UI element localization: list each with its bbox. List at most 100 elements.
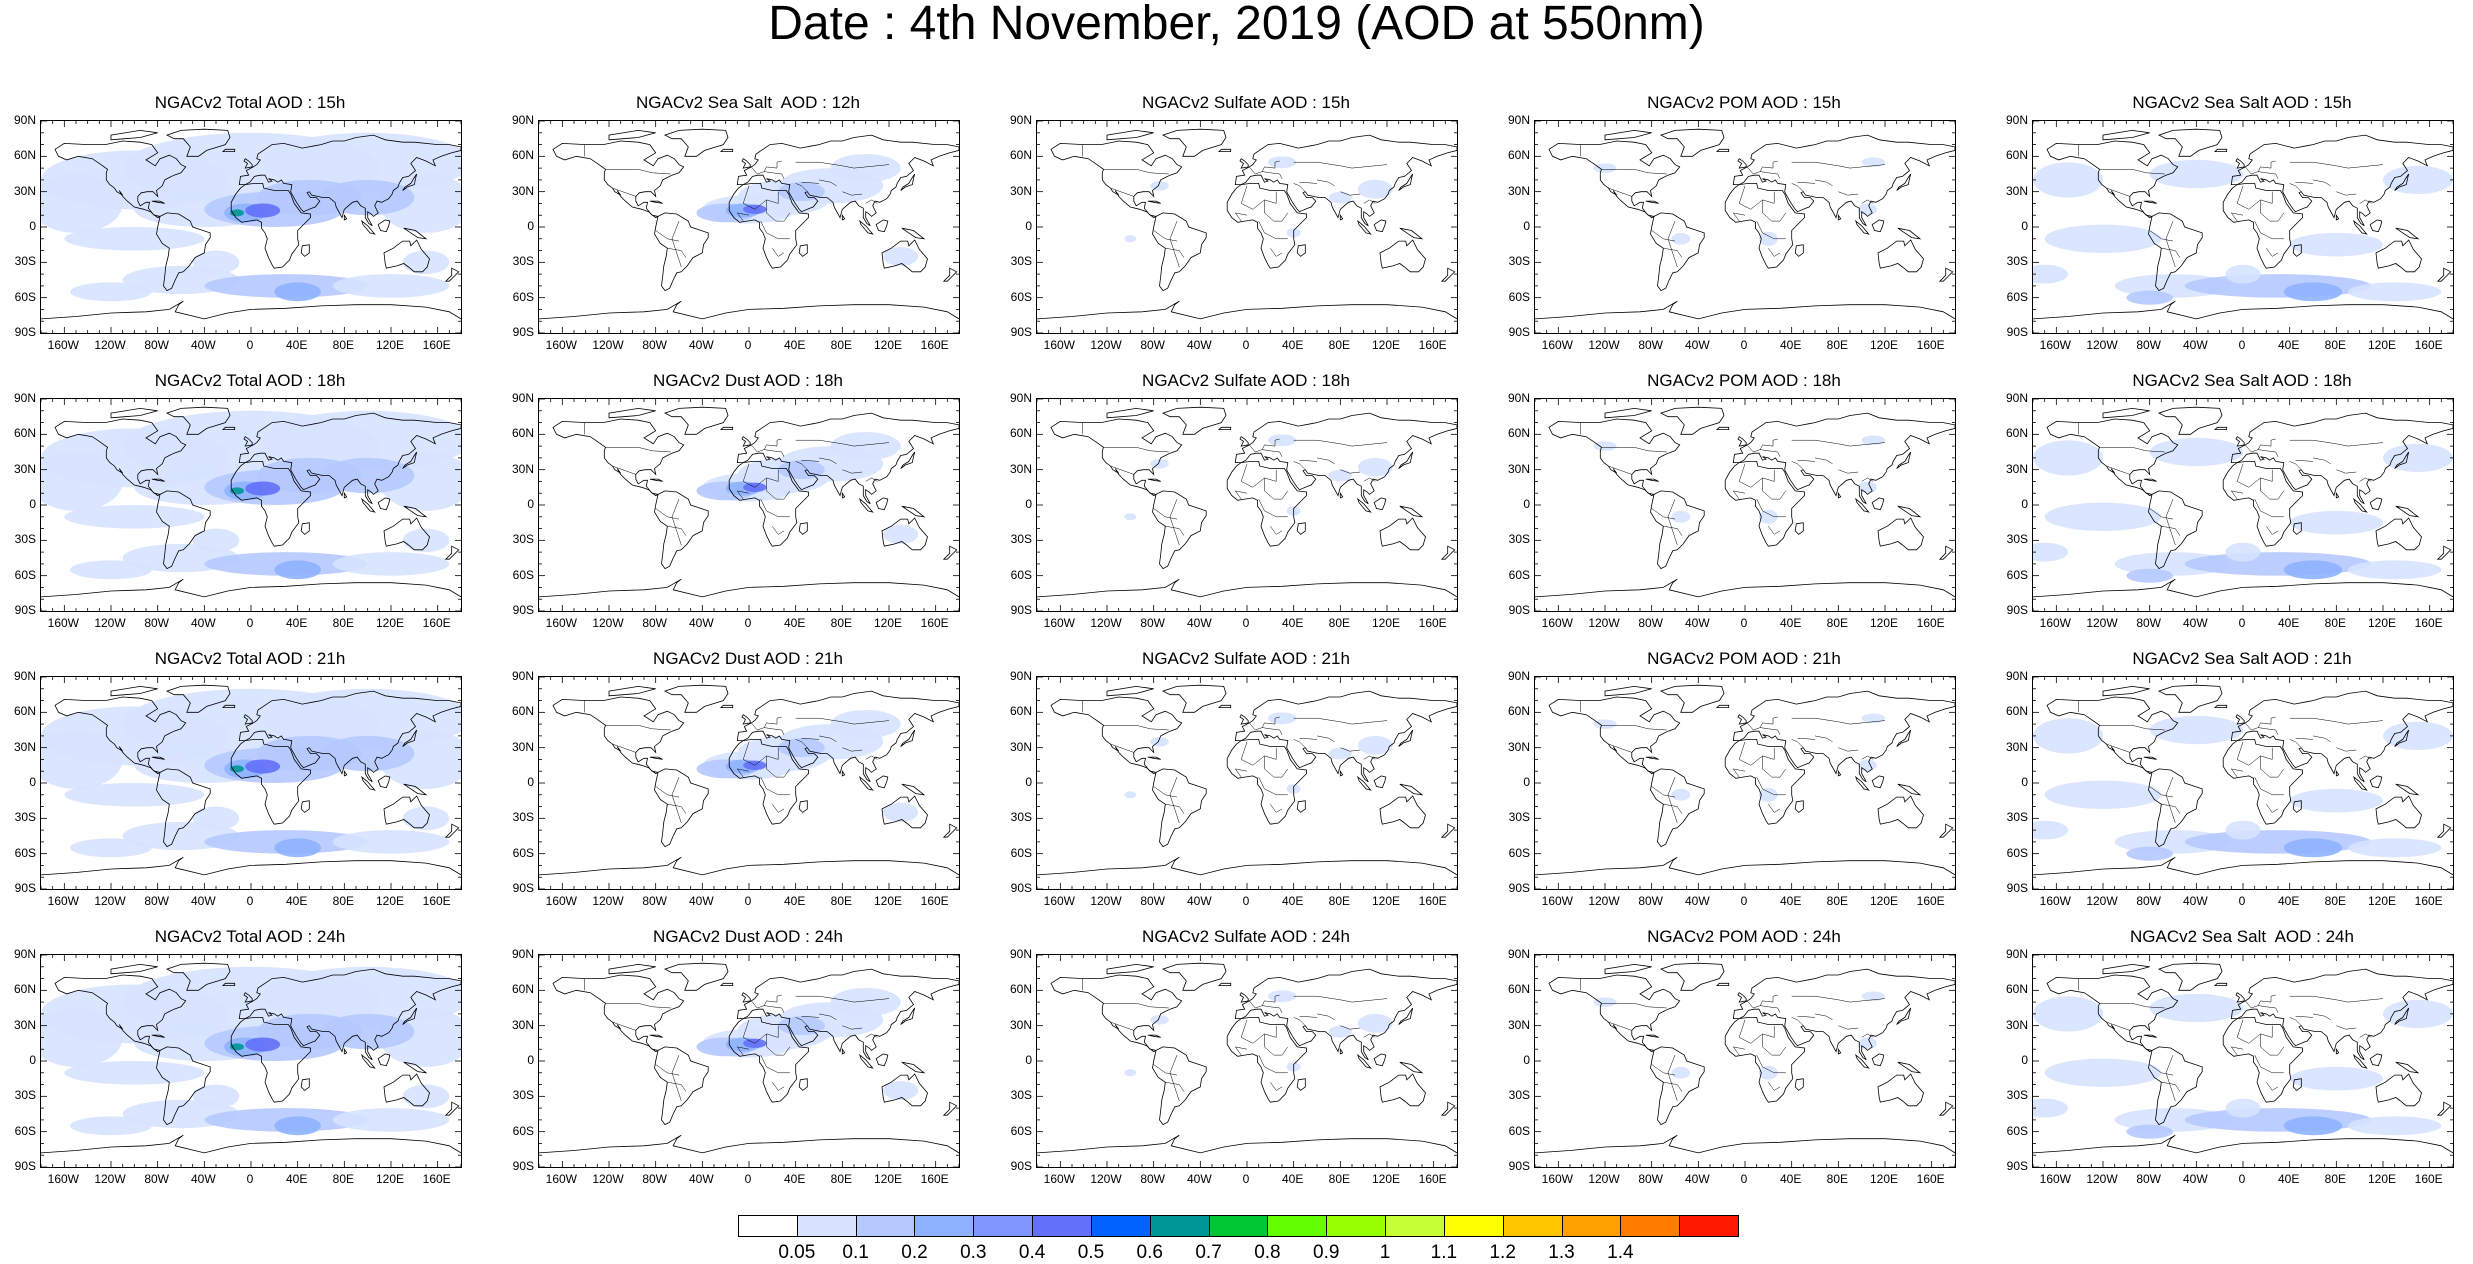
coastline [2046, 140, 2179, 219]
country-border [2099, 169, 2165, 175]
lon-tick-label: 0 [1740, 338, 1748, 352]
coastline [539, 856, 959, 876]
coastline [1837, 213, 1842, 221]
coastline [1535, 856, 1955, 876]
aod-region [1759, 231, 1778, 246]
coastline [1854, 1053, 1870, 1069]
colorbar-cell [1149, 1215, 1210, 1237]
country-border [612, 187, 636, 197]
country-border [1768, 248, 1781, 257]
country-border [605, 447, 671, 453]
coastline [1794, 800, 1804, 813]
panel-title: NGACv2 Total AOD : 21h [154, 649, 346, 668]
aod-region [2126, 1124, 2173, 1139]
country-border [1756, 776, 1786, 796]
lon-tick-label: 0 [1740, 616, 1748, 630]
lon-tick-label: 0 [1740, 1172, 1748, 1186]
coastline [1732, 412, 1955, 505]
lat-tick-label: 60S [1010, 1123, 1032, 1138]
country-border [2260, 755, 2285, 778]
lat-tick-label: 30N [13, 183, 36, 198]
coastline [230, 461, 311, 547]
country-border [1249, 160, 1280, 175]
aod-region [2126, 846, 2173, 861]
lat-tick-label: 90S [1010, 603, 1032, 617]
lon-tick-label: 40E [783, 894, 806, 908]
coastline [2436, 545, 2452, 560]
country-border [1293, 439, 1388, 447]
country-border [2312, 735, 2331, 743]
aod-region [274, 838, 321, 858]
coastline [608, 129, 656, 141]
map-panel [538, 398, 960, 612]
coastline [1716, 426, 1730, 430]
aod-region [2348, 282, 2442, 302]
aod-region [1124, 791, 1137, 799]
coastline [1716, 982, 1730, 986]
lat-tick-label: 60N [2005, 982, 2028, 997]
country-border [1264, 755, 1289, 778]
country-border [766, 477, 791, 500]
map-svg [2033, 121, 2453, 333]
aod-region [1357, 1013, 1393, 1033]
coastline [2143, 1034, 2157, 1038]
country-border [1651, 508, 1676, 520]
coastline [403, 227, 428, 240]
country-border [795, 717, 890, 725]
aod-region [1593, 997, 1617, 1007]
map-panel [1036, 120, 1458, 334]
country-border [1663, 1081, 1683, 1092]
country-border [2106, 1021, 2130, 1031]
lon-tick-label: 160W [2039, 1172, 2071, 1186]
country-border [1110, 465, 1134, 475]
lon-tick-label: 160E [1418, 1172, 1447, 1186]
lat-tick-label: 30S [1010, 254, 1032, 269]
country-border [2099, 1003, 2165, 1009]
aod-region [274, 560, 321, 580]
country-border [1153, 786, 1178, 798]
country-border [1791, 183, 1804, 192]
coastline [1373, 1053, 1387, 1067]
lon-tick-label: 80E [2324, 894, 2346, 908]
panel-title: NGACv2 Total AOD : 24h [154, 927, 346, 946]
lon-tick-label: 40W [190, 338, 216, 352]
lon-tick-label: 40E [1779, 616, 1802, 630]
lon-tick-label: 160E [1916, 338, 1945, 352]
country-border [1249, 994, 1280, 1009]
country-border [842, 1025, 863, 1030]
coastlines [1535, 406, 1955, 598]
aod-field [41, 410, 461, 580]
country-border [2295, 181, 2314, 184]
aod-region [1268, 156, 1296, 169]
aod-region [2283, 560, 2343, 580]
coastline [608, 407, 656, 419]
coastline [1239, 992, 1249, 1003]
country-border [1861, 477, 1874, 482]
coastline [2214, 982, 2228, 986]
coastline [1037, 1134, 1457, 1154]
coastline [1645, 1034, 1659, 1038]
country-border [772, 526, 785, 535]
coastline [2369, 775, 2383, 789]
coastline [900, 451, 916, 469]
coastline [1106, 963, 1154, 975]
lon-tick-label: 80W [1140, 338, 1165, 352]
aod-region [2283, 838, 2343, 858]
lon-tick-label: 160E [1418, 616, 1447, 630]
country-border [1363, 477, 1376, 482]
coastline [1226, 183, 1307, 269]
lat-tick-label: 0 [1025, 775, 1032, 789]
aod-region [402, 250, 450, 275]
colorbar-cell [1032, 1215, 1092, 1237]
lon-tick-label: 160W [2039, 338, 2071, 352]
aod-region [2033, 264, 2068, 284]
coastline [1106, 129, 1154, 141]
aod-region [192, 528, 240, 553]
coastline [1339, 769, 1344, 777]
aod-region [1759, 509, 1778, 524]
lon-tick-label: 160E [920, 616, 949, 630]
lat-tick-label: 30S [1508, 810, 1530, 825]
country-border [764, 1005, 785, 1013]
lat-tick-label: 90S [512, 603, 534, 617]
lon-tick-label: 0 [2238, 616, 2246, 630]
